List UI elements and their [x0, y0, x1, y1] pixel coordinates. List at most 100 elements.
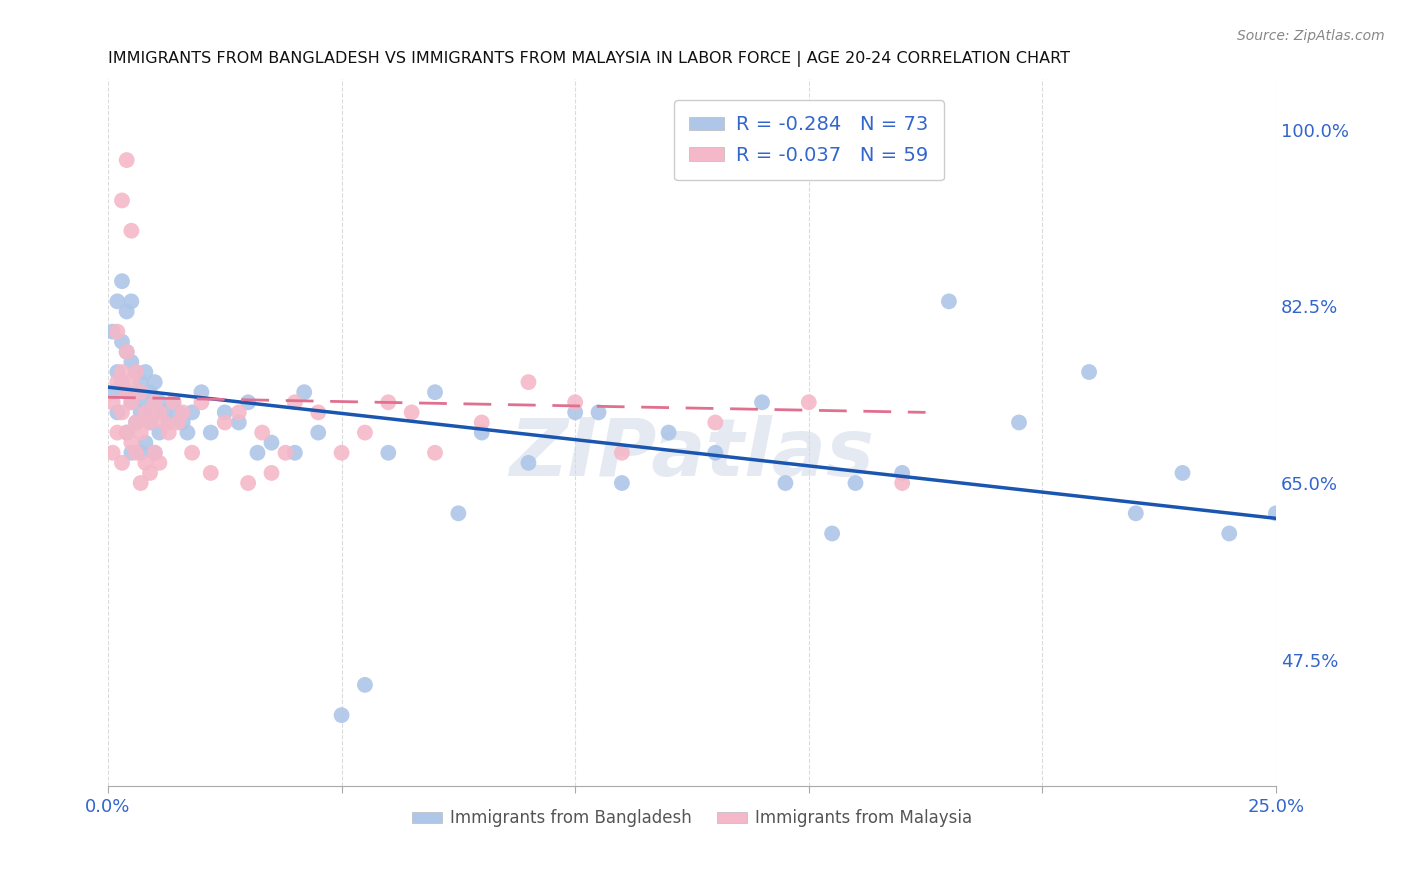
- Point: [260, 435, 283, 450]
- Point: [111, 405, 134, 419]
- Point: [330, 446, 353, 460]
- Point: [190, 395, 212, 409]
- Point: [588, 405, 610, 419]
- Point: [200, 425, 222, 440]
- Point: [125, 446, 148, 460]
- Point: [423, 446, 446, 460]
- Point: [125, 365, 148, 379]
- Point: [134, 456, 156, 470]
- Point: [162, 395, 184, 409]
- Point: [105, 405, 128, 419]
- Point: [129, 405, 152, 419]
- Point: [115, 344, 138, 359]
- Point: [139, 385, 162, 400]
- Point: [134, 365, 156, 379]
- Point: [704, 416, 727, 430]
- Point: [214, 416, 236, 430]
- Point: [125, 385, 148, 400]
- Point: [148, 425, 170, 440]
- Point: [143, 395, 166, 409]
- Point: [148, 395, 170, 409]
- Point: [115, 385, 138, 400]
- Point: [236, 395, 259, 409]
- Point: [167, 416, 190, 430]
- Point: [517, 456, 540, 470]
- Point: [167, 405, 190, 419]
- Point: [423, 385, 446, 400]
- Text: ZIPatlas: ZIPatlas: [509, 415, 875, 492]
- Point: [105, 325, 128, 339]
- Point: [115, 304, 138, 318]
- Point: [120, 375, 142, 389]
- Point: [377, 395, 399, 409]
- Point: [284, 446, 307, 460]
- Point: [139, 466, 162, 480]
- Point: [143, 446, 166, 460]
- Point: [284, 395, 307, 409]
- Legend: Immigrants from Bangladesh, Immigrants from Malaysia: Immigrants from Bangladesh, Immigrants f…: [405, 803, 979, 834]
- Point: [148, 405, 170, 419]
- Point: [125, 416, 148, 430]
- Point: [157, 416, 180, 430]
- Point: [1171, 466, 1194, 480]
- Point: [120, 355, 142, 369]
- Point: [471, 416, 494, 430]
- Point: [111, 365, 134, 379]
- Point: [111, 334, 134, 349]
- Point: [517, 375, 540, 389]
- Point: [307, 425, 329, 440]
- Point: [172, 416, 194, 430]
- Point: [153, 405, 176, 419]
- Point: [704, 446, 727, 460]
- Point: [260, 466, 283, 480]
- Point: [821, 526, 844, 541]
- Point: [181, 446, 204, 460]
- Point: [1008, 416, 1031, 430]
- Point: [101, 446, 124, 460]
- Point: [120, 395, 142, 409]
- Point: [610, 446, 633, 460]
- Point: [354, 425, 377, 440]
- Point: [228, 405, 250, 419]
- Point: [330, 708, 353, 723]
- Point: [250, 425, 273, 440]
- Point: [891, 466, 914, 480]
- Point: [938, 294, 960, 309]
- Point: [162, 395, 184, 409]
- Point: [307, 405, 329, 419]
- Point: [274, 446, 297, 460]
- Point: [120, 224, 142, 238]
- Point: [101, 325, 124, 339]
- Point: [129, 375, 152, 389]
- Point: [120, 446, 142, 460]
- Point: [751, 395, 773, 409]
- Point: [115, 344, 138, 359]
- Point: [120, 435, 142, 450]
- Point: [134, 395, 156, 409]
- Point: [200, 466, 222, 480]
- Point: [246, 446, 269, 460]
- Point: [1125, 506, 1147, 520]
- Point: [176, 425, 198, 440]
- Point: [377, 446, 399, 460]
- Point: [115, 153, 138, 167]
- Point: [228, 416, 250, 430]
- Point: [111, 274, 134, 288]
- Point: [111, 456, 134, 470]
- Point: [120, 395, 142, 409]
- Point: [181, 405, 204, 419]
- Point: [143, 446, 166, 460]
- Point: [447, 506, 470, 520]
- Point: [143, 375, 166, 389]
- Point: [1078, 365, 1101, 379]
- Point: [471, 425, 494, 440]
- Point: [401, 405, 423, 419]
- Point: [172, 405, 194, 419]
- Point: [1218, 526, 1240, 541]
- Point: [891, 476, 914, 491]
- Point: [354, 678, 377, 692]
- Point: [1265, 506, 1288, 520]
- Point: [157, 425, 180, 440]
- Point: [134, 405, 156, 419]
- Point: [125, 416, 148, 430]
